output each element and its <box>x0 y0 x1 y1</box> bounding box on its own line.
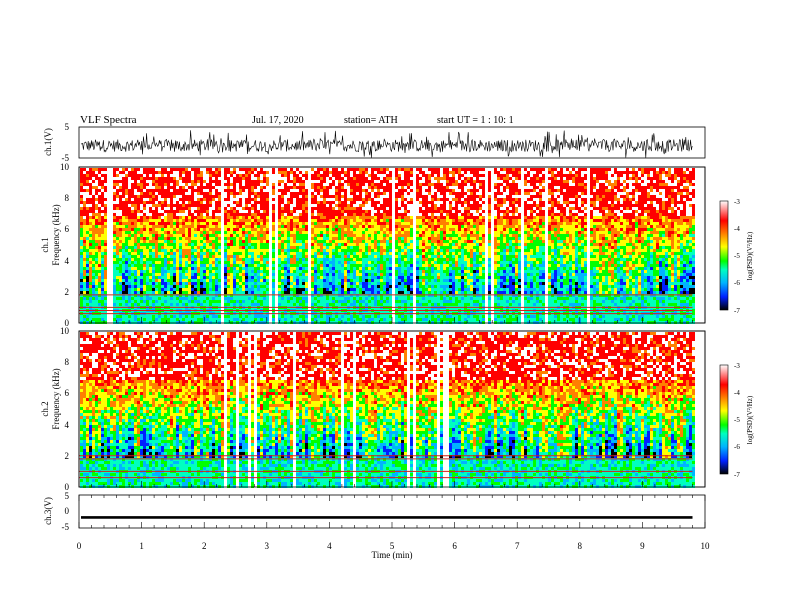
colorbar-ch2-label: log(PSD)(V²/Hz) <box>746 395 754 444</box>
waveform-ch1-trace <box>80 130 693 158</box>
colorbar-ch1-tick-minus6: -6 <box>734 279 740 287</box>
x-axis-tick-3: 3 <box>265 541 270 551</box>
spectrogram-ch2-ytick-2: 2 <box>65 451 70 461</box>
spectrogram-ch1-ytick-8: 8 <box>65 193 70 203</box>
waveform-ch1-ylabel: ch.1(V) <box>43 128 53 156</box>
spectrogram-ch2-ytick-10: 10 <box>60 326 70 336</box>
colorbar-ch1-tick-minus4: -4 <box>734 225 740 233</box>
waveform-ch3-ylabel: ch.3(V) <box>43 497 53 525</box>
waveform-ch1-ytick-top: 5 <box>65 122 70 132</box>
spectrogram-ch2-ylabel-channel: ch.2 <box>40 401 50 416</box>
colorbar-ch1-tick-minus3: -3 <box>734 198 740 206</box>
spectrogram-ch2-ytick-8: 8 <box>65 357 70 367</box>
x-axis-tick-10: 10 <box>701 541 711 551</box>
colorbar-ch2-tick-minus7: -7 <box>734 471 740 479</box>
colorbar-ch2-tick-minus5: -5 <box>734 416 740 424</box>
waveform-ch1-frame <box>78 126 706 159</box>
spectrogram-ch1-ylabel-frequency: Frequency (kHz) <box>51 204 61 265</box>
colorbar-ch2-tick-minus4: -4 <box>734 389 740 397</box>
x-axis: 0 1 2 3 4 5 6 7 8 9 10 Time (min) <box>77 541 710 560</box>
colorbar-ch1: -3 -4 -5 -6 -7 log(PSD)(V²/Hz) <box>719 198 754 315</box>
colorbar-ch1-tick-minus5: -5 <box>734 252 740 260</box>
x-axis-tick-5: 5 <box>390 541 395 551</box>
colorbar-ch1-tick-minus7: -7 <box>734 307 740 315</box>
spectrogram-ch1-ytick-0: 0 <box>65 318 70 328</box>
spectrogram-ch1-image <box>79 168 695 324</box>
x-axis-tick-7: 7 <box>515 541 520 551</box>
x-axis-tick-8: 8 <box>578 541 583 551</box>
spectrogram-ch2-ytick-4: 4 <box>65 420 70 430</box>
spectrogram-ch1-ytick-6: 6 <box>65 224 70 234</box>
spectrogram-ch1-ytick-2: 2 <box>65 287 70 297</box>
spectrogram-ch2-ytick-6: 6 <box>65 388 70 398</box>
waveform-ch3-ytick-middle: 0 <box>65 506 70 516</box>
colorbar-ch2-tick-minus3: -3 <box>734 362 740 370</box>
waveform-ch3-ytick-top: 5 <box>65 491 70 501</box>
spectrogram-ch1-ytick-10: 10 <box>60 162 70 172</box>
spectrogram-ch1-ytick-4: 4 <box>65 256 70 266</box>
x-axis-label: Time (min) <box>372 550 413 560</box>
date-label: Jul. 17, 2020 <box>252 115 304 126</box>
start-time-label: start UT = 1 : 10: 1 <box>437 115 514 126</box>
spectrogram-ch1-panel: 0 2 4 6 8 10 ch.1 Frequency (kHz) <box>40 162 706 328</box>
waveform-ch3-ytick-bottom: -5 <box>62 522 70 532</box>
x-axis-tick-1: 1 <box>139 541 144 551</box>
colorbar-ch2-gradient <box>719 364 729 475</box>
waveform-ch1-ytick-bottom: -5 <box>62 153 70 163</box>
x-axis-tick-4: 4 <box>327 541 332 551</box>
spectrogram-ch2-ytick-0: 0 <box>65 482 70 492</box>
colorbar-ch1-gradient <box>719 200 729 311</box>
spectrogram-ch2-panel: 0 2 4 6 8 10 ch.2 Frequency (kHz) <box>40 326 706 492</box>
x-axis-tick-9: 9 <box>640 541 645 551</box>
x-axis-tick-2: 2 <box>202 541 207 551</box>
x-axis-tick-6: 6 <box>452 541 457 551</box>
plot-title: VLF Spectra <box>80 114 137 126</box>
spectrogram-ch2-image <box>79 332 695 488</box>
colorbar-ch2: -3 -4 -5 -6 -7 log(PSD)(V²/Hz) <box>719 362 754 479</box>
station-label: station= ATH <box>344 115 398 126</box>
spectrogram-ch2-ylabel-frequency: Frequency (kHz) <box>51 368 61 429</box>
waveform-ch3-panel: 5 0 -5 ch.3(V) <box>43 491 706 532</box>
x-axis-tick-0: 0 <box>77 541 82 551</box>
waveform-ch1-panel: 5 -5 ch.1(V) <box>43 122 706 163</box>
colorbar-ch1-label: log(PSD)(V²/Hz) <box>746 231 754 280</box>
spectrogram-ch1-ylabel-channel: ch.1 <box>40 237 50 252</box>
colorbar-ch2-tick-minus6: -6 <box>734 443 740 451</box>
